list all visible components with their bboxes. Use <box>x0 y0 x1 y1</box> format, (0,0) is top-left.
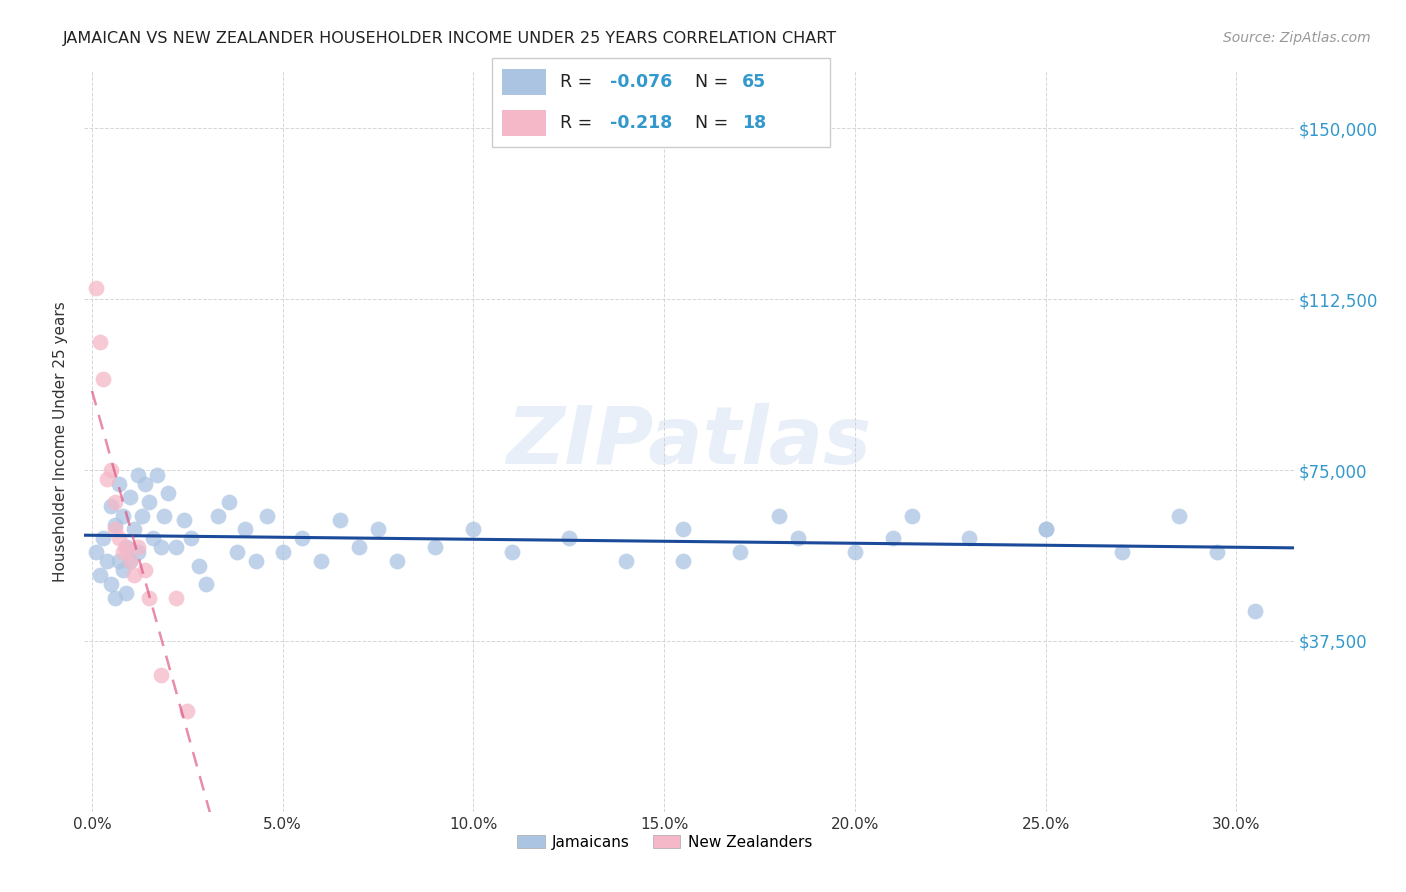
Bar <box>502 110 546 136</box>
Point <box>89 335 111 350</box>
Point <box>786 532 808 546</box>
Point <box>107 532 129 546</box>
Point <box>463 522 485 536</box>
Point <box>207 508 229 523</box>
Point <box>226 545 249 559</box>
Point <box>115 541 138 555</box>
Point <box>901 508 924 523</box>
Point <box>165 541 187 555</box>
Point <box>1244 604 1267 618</box>
Point <box>138 495 160 509</box>
Point <box>233 522 256 536</box>
Point <box>501 545 523 559</box>
Point <box>180 532 202 546</box>
Point <box>844 545 866 559</box>
FancyBboxPatch shape <box>492 58 830 147</box>
Point <box>245 554 267 568</box>
Point <box>100 500 122 514</box>
Point <box>115 541 138 555</box>
Point <box>153 508 176 523</box>
Point <box>96 554 118 568</box>
Point <box>100 577 122 591</box>
Point <box>614 554 637 568</box>
Point <box>111 545 134 559</box>
Point <box>104 522 127 536</box>
Point <box>309 554 332 568</box>
Point <box>107 554 129 568</box>
Point <box>142 532 165 546</box>
Point <box>93 372 115 386</box>
Point <box>1168 508 1191 523</box>
Point <box>122 522 145 536</box>
Point <box>134 476 156 491</box>
Point <box>768 508 790 523</box>
Point <box>120 554 142 568</box>
Text: 65: 65 <box>742 73 766 91</box>
Point <box>1035 522 1057 536</box>
Point <box>107 476 129 491</box>
Point <box>104 517 127 532</box>
Point <box>195 577 218 591</box>
Point <box>84 281 107 295</box>
Point <box>149 668 172 682</box>
Point <box>120 554 142 568</box>
Point <box>104 591 127 605</box>
Text: Source: ZipAtlas.com: Source: ZipAtlas.com <box>1223 31 1371 45</box>
Point <box>176 705 198 719</box>
Point <box>111 508 134 523</box>
Point <box>84 545 107 559</box>
Point <box>385 554 408 568</box>
Text: 18: 18 <box>742 114 766 132</box>
Point <box>957 532 980 546</box>
Point <box>291 532 314 546</box>
Point <box>127 541 149 555</box>
Point <box>131 508 153 523</box>
Point <box>122 567 145 582</box>
Point <box>127 467 149 482</box>
Point <box>115 586 138 600</box>
Point <box>134 563 156 577</box>
Point <box>558 532 581 546</box>
Text: -0.076: -0.076 <box>610 73 672 91</box>
Text: -0.218: -0.218 <box>610 114 672 132</box>
Point <box>187 558 209 573</box>
Point <box>165 591 187 605</box>
Text: N =: N = <box>695 73 734 91</box>
Text: N =: N = <box>695 114 734 132</box>
Y-axis label: Householder Income Under 25 years: Householder Income Under 25 years <box>53 301 69 582</box>
Point <box>882 532 904 546</box>
Point <box>1111 545 1133 559</box>
Point <box>329 513 352 527</box>
Point <box>1206 545 1229 559</box>
Text: JAMAICAN VS NEW ZEALANDER HOUSEHOLDER INCOME UNDER 25 YEARS CORRELATION CHART: JAMAICAN VS NEW ZEALANDER HOUSEHOLDER IN… <box>63 31 838 46</box>
Point <box>96 472 118 486</box>
Point <box>173 513 195 527</box>
Text: R =: R = <box>560 114 603 132</box>
Text: ZIPatlas: ZIPatlas <box>506 402 872 481</box>
Point <box>1035 522 1057 536</box>
Point <box>218 495 240 509</box>
Point <box>127 545 149 559</box>
Point <box>149 541 172 555</box>
Point <box>120 491 142 505</box>
Point <box>730 545 752 559</box>
Point <box>104 495 127 509</box>
Point <box>157 485 180 500</box>
Point <box>367 522 389 536</box>
Point <box>672 554 695 568</box>
Point <box>146 467 169 482</box>
Point <box>89 567 111 582</box>
Point <box>100 463 122 477</box>
Point <box>111 563 134 577</box>
Bar <box>502 69 546 95</box>
Point <box>672 522 695 536</box>
Point <box>347 541 370 555</box>
Point <box>256 508 278 523</box>
Legend: Jamaicans, New Zealanders: Jamaicans, New Zealanders <box>510 829 818 856</box>
Point <box>93 532 115 546</box>
Text: R =: R = <box>560 73 598 91</box>
Point <box>425 541 447 555</box>
Point <box>271 545 294 559</box>
Point <box>138 591 160 605</box>
